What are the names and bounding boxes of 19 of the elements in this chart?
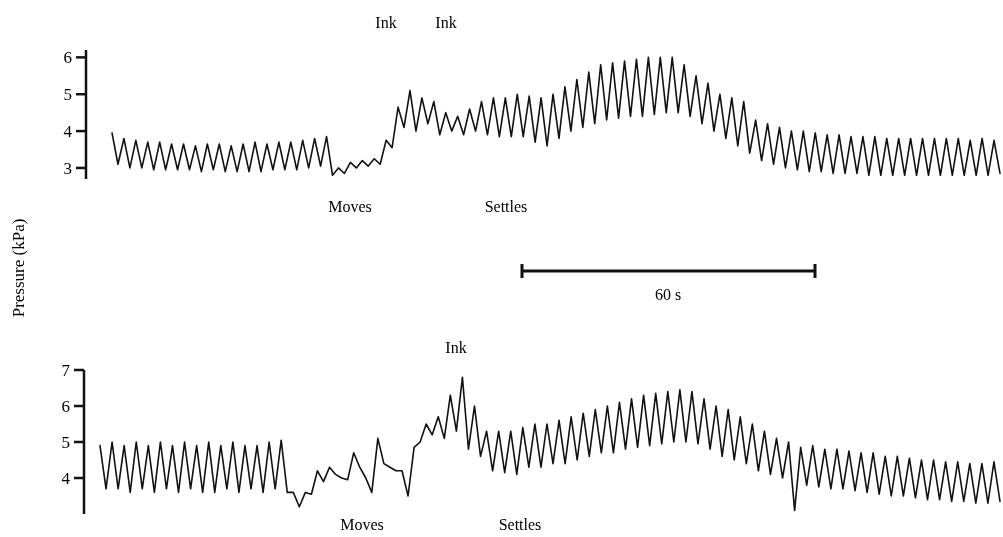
text: Ink	[375, 14, 397, 31]
y-tick-label: 4	[63, 122, 73, 142]
text: Moves	[328, 198, 372, 215]
y-tick-label: 5	[63, 85, 72, 105]
text: Settles	[498, 516, 542, 533]
y-axis-title: Pressure (kPa)	[9, 218, 28, 318]
text: Ink	[445, 339, 467, 356]
y-tick-label: 3	[63, 158, 72, 178]
text: Settles	[484, 198, 528, 215]
text: Moves	[340, 516, 384, 533]
text: Ink	[435, 14, 457, 31]
y-tick-label: 6	[63, 48, 72, 68]
line-series	[99, 376, 1001, 512]
y-tick-label: 4	[61, 468, 71, 488]
y-tick-label: 6	[61, 396, 70, 416]
y-tick-label: 7	[61, 360, 71, 380]
line-series	[111, 56, 1001, 177]
y-tick-label: 5	[61, 432, 70, 452]
text: 60 s	[654, 286, 682, 303]
